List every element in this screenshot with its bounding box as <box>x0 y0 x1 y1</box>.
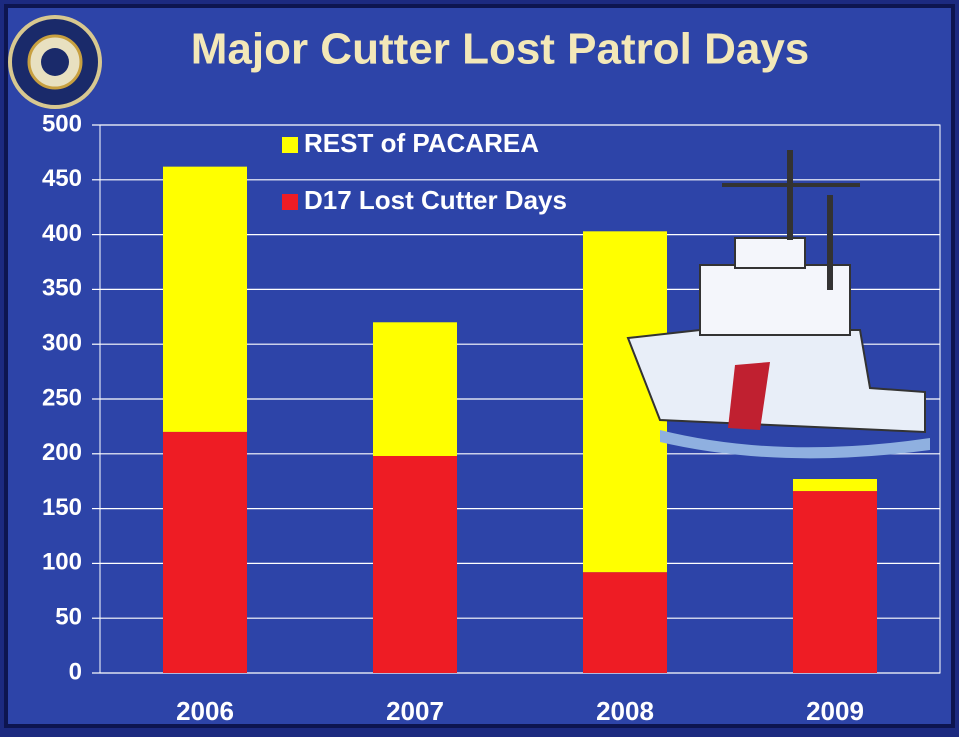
chart-title: Major Cutter Lost Patrol Days <box>191 25 810 74</box>
y-tick-label: 250 <box>42 384 82 411</box>
bar-segment <box>163 431 247 673</box>
bar-segment <box>163 166 247 432</box>
y-tick-label: 150 <box>42 494 82 521</box>
seal <box>8 15 102 109</box>
bar-segment <box>373 455 457 673</box>
legend-label: REST of PACAREA <box>304 128 539 158</box>
legend-swatch <box>282 194 298 210</box>
y-tick-label: 500 <box>42 110 82 137</box>
bar-segment <box>583 572 667 673</box>
y-tick-label: 0 <box>69 658 82 685</box>
bar-segment <box>373 322 457 456</box>
x-tick-label: 2006 <box>176 696 234 726</box>
y-tick-label: 100 <box>42 549 82 576</box>
x-tick-label: 2007 <box>386 696 444 726</box>
x-tick-label: 2009 <box>806 696 864 726</box>
ship <box>626 150 930 459</box>
legend-label: D17 Lost Cutter Days <box>304 185 567 215</box>
x-tick-label: 2008 <box>596 696 654 726</box>
y-tick-label: 200 <box>42 439 82 466</box>
y-tick-label: 50 <box>55 604 82 631</box>
bar-segment <box>793 479 877 492</box>
y-tick-label: 400 <box>42 220 82 247</box>
legend-swatch <box>282 137 298 153</box>
bar-segment <box>793 491 877 673</box>
y-tick-label: 300 <box>42 330 82 357</box>
y-tick-label: 350 <box>42 275 82 302</box>
y-tick-label: 450 <box>42 165 82 192</box>
